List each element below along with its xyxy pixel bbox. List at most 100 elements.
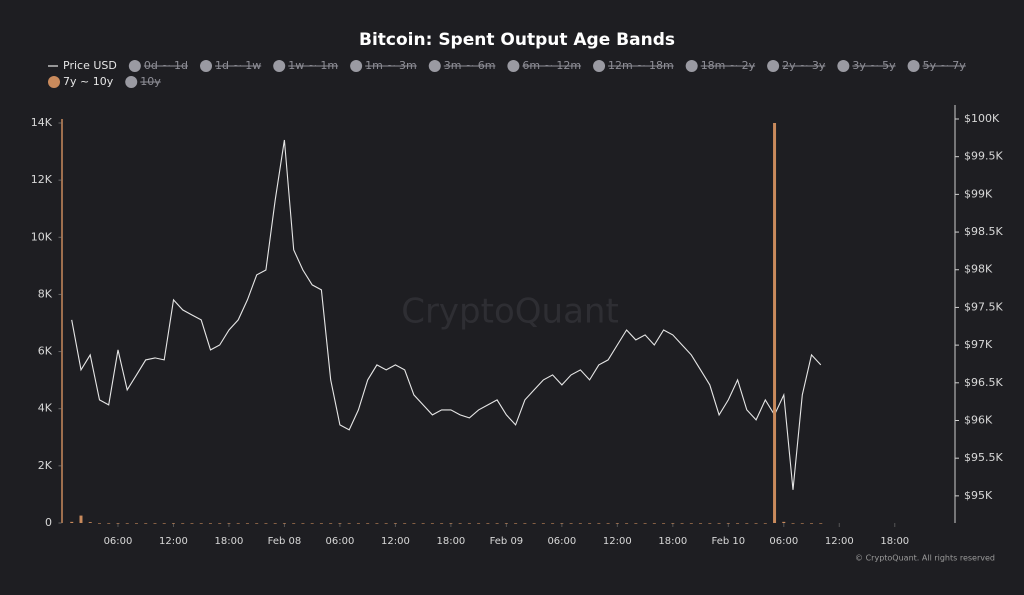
bar — [153, 523, 157, 524]
bar — [662, 523, 666, 524]
bar — [403, 523, 407, 524]
x-tick-label: 18:00 — [658, 536, 687, 547]
legend-swatch — [273, 60, 286, 72]
x-tick-label: 06:00 — [104, 536, 133, 547]
bar — [578, 523, 582, 524]
bar — [541, 523, 545, 524]
x-tick-label: 06:00 — [769, 536, 798, 547]
bar — [236, 523, 240, 524]
bar — [245, 523, 249, 524]
y2-tick-label: $97K — [964, 338, 993, 351]
y2-tick-label: $99K — [964, 187, 993, 200]
chart-title: Bitcoin: Spent Output Age Bands — [359, 30, 675, 50]
bar — [171, 523, 175, 524]
x-tick-label: Feb 09 — [490, 536, 524, 547]
bar — [773, 123, 777, 523]
bar — [615, 523, 619, 524]
y2-tick-label: $98K — [964, 263, 993, 276]
bar — [190, 523, 194, 524]
bar — [356, 523, 360, 524]
y2-tick-label: $99.5K — [964, 150, 1003, 163]
bar — [514, 523, 518, 524]
legend-item: 1w ~ 1m — [273, 59, 339, 72]
y-tick-label: 0 — [45, 516, 52, 529]
legend-swatch — [907, 60, 920, 72]
bar — [717, 523, 721, 524]
bar — [754, 523, 758, 524]
y2-tick-label: $96K — [964, 413, 993, 426]
legend-item: 10y — [125, 75, 161, 88]
legend-swatch — [837, 60, 850, 72]
bar — [125, 523, 129, 524]
bar — [208, 523, 212, 524]
bar — [116, 523, 120, 524]
bar — [70, 521, 74, 523]
x-tick-label: 12:00 — [603, 536, 632, 547]
bar — [699, 523, 703, 524]
bar — [88, 522, 92, 523]
y2-tick-label: $95.5K — [964, 451, 1003, 464]
bar — [745, 523, 749, 524]
bar — [440, 523, 444, 524]
x-tick-label: 18:00 — [436, 536, 465, 547]
bar — [560, 523, 564, 524]
legend-item: 0d ~ 1d — [128, 59, 189, 72]
legend-item: 3m ~ 6m — [428, 59, 496, 72]
x-tick-label: 18:00 — [215, 536, 244, 547]
legend-label: Price USD — [63, 59, 117, 72]
bar — [523, 523, 527, 524]
legend-swatch — [593, 60, 606, 72]
bar — [652, 523, 656, 524]
bar — [384, 523, 388, 524]
x-tick-label: Feb 08 — [268, 536, 302, 547]
legend-item: 6m ~ 12m — [507, 59, 582, 72]
legend-item: Price USD — [48, 59, 117, 72]
x-tick-label: 06:00 — [547, 536, 576, 547]
bar — [218, 523, 222, 524]
bar — [810, 523, 814, 524]
bar — [643, 523, 647, 524]
legend-swatch — [48, 76, 60, 88]
bar — [597, 523, 601, 524]
y-tick-label: 4K — [38, 402, 53, 415]
bar — [199, 523, 203, 524]
bar — [680, 523, 684, 524]
bar — [292, 523, 296, 524]
y2-tick-label: $100K — [964, 112, 1000, 125]
y2-tick-label: $98.5K — [964, 225, 1003, 238]
bar — [144, 523, 148, 524]
bar — [393, 523, 397, 524]
bar — [319, 523, 323, 524]
legend-item: 3y ~ 5y — [837, 59, 896, 72]
y2-tick-label: $95K — [964, 489, 993, 502]
y2-tick-label: $97.5K — [964, 300, 1003, 313]
price-line — [71, 139, 822, 490]
x-tick-label: 12:00 — [159, 536, 188, 547]
bar — [375, 523, 379, 524]
legend-item: 12m ~ 18m — [593, 59, 674, 72]
bar — [421, 523, 425, 524]
y-tick-label: 8K — [38, 287, 53, 300]
x-tick-label: 18:00 — [880, 536, 909, 547]
bar — [671, 523, 675, 524]
bar — [486, 523, 490, 524]
bar — [449, 523, 453, 524]
bar — [819, 523, 823, 524]
bar — [458, 523, 462, 524]
bar — [569, 523, 573, 524]
legend-item: 2y ~ 3y — [767, 59, 826, 72]
bar — [134, 523, 138, 524]
y-tick-label: 14K — [31, 116, 53, 129]
bar — [430, 523, 434, 524]
y-tick-label: 10K — [31, 230, 53, 243]
bar — [634, 523, 638, 524]
bar — [782, 521, 786, 523]
legend-item: 5y ~ 7y — [907, 59, 966, 72]
bar — [800, 523, 804, 524]
bar — [273, 523, 277, 524]
legend-swatch — [767, 60, 780, 72]
x-tick-label: 12:00 — [825, 536, 854, 547]
bar — [162, 523, 166, 524]
bar — [255, 523, 259, 524]
legend-swatch — [507, 60, 520, 72]
